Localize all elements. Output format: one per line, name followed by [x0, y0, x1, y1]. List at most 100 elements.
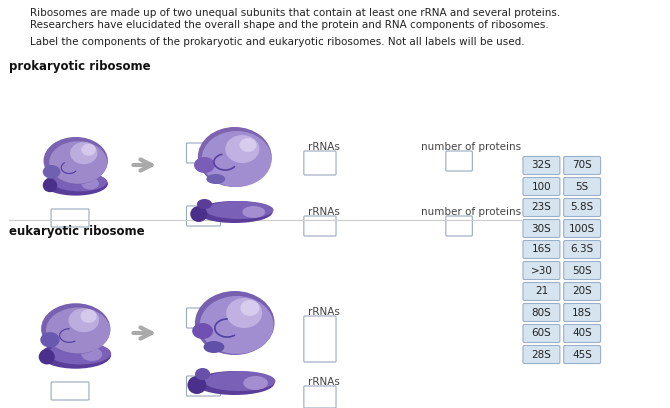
FancyBboxPatch shape: [563, 304, 600, 322]
Text: 40S: 40S: [572, 328, 592, 339]
Ellipse shape: [239, 138, 257, 152]
Ellipse shape: [195, 371, 275, 395]
FancyBboxPatch shape: [523, 157, 560, 175]
Ellipse shape: [226, 298, 262, 328]
Ellipse shape: [241, 300, 259, 316]
Ellipse shape: [225, 135, 259, 163]
Ellipse shape: [80, 309, 96, 323]
FancyBboxPatch shape: [563, 282, 600, 301]
FancyBboxPatch shape: [563, 262, 600, 279]
FancyBboxPatch shape: [523, 177, 560, 195]
FancyBboxPatch shape: [523, 262, 560, 279]
Ellipse shape: [70, 142, 97, 164]
Text: 32S: 32S: [531, 160, 551, 171]
FancyBboxPatch shape: [523, 240, 560, 259]
Ellipse shape: [52, 173, 107, 191]
Text: 45S: 45S: [572, 350, 592, 359]
FancyBboxPatch shape: [563, 220, 600, 237]
Text: rRNAs: rRNAs: [308, 377, 340, 387]
FancyBboxPatch shape: [563, 199, 600, 217]
Text: 50S: 50S: [572, 266, 592, 275]
Ellipse shape: [243, 206, 265, 218]
Text: 5S: 5S: [576, 182, 589, 191]
Text: rRNAs: rRNAs: [308, 207, 340, 217]
Text: Label the components of the prokaryotic and eukaryotic ribosomes. Not all labels: Label the components of the prokaryotic …: [30, 37, 525, 47]
FancyBboxPatch shape: [523, 346, 560, 364]
Ellipse shape: [40, 332, 60, 348]
FancyBboxPatch shape: [304, 216, 336, 236]
Text: 6.3S: 6.3S: [571, 244, 594, 255]
Text: 5.8S: 5.8S: [571, 202, 594, 213]
Ellipse shape: [243, 376, 268, 390]
Ellipse shape: [43, 179, 57, 192]
FancyBboxPatch shape: [304, 386, 336, 408]
Ellipse shape: [43, 165, 60, 179]
FancyBboxPatch shape: [563, 157, 600, 175]
Ellipse shape: [204, 371, 275, 391]
FancyBboxPatch shape: [186, 143, 220, 163]
Ellipse shape: [198, 127, 271, 187]
FancyBboxPatch shape: [523, 199, 560, 217]
FancyBboxPatch shape: [523, 282, 560, 301]
Text: Ribosomes are made up of two unequal subunits that contain at least one rRNA and: Ribosomes are made up of two unequal sub…: [30, 8, 561, 18]
Text: 18S: 18S: [572, 308, 592, 317]
Ellipse shape: [39, 349, 55, 364]
FancyBboxPatch shape: [186, 308, 220, 328]
Ellipse shape: [81, 178, 99, 190]
FancyBboxPatch shape: [563, 346, 600, 364]
FancyBboxPatch shape: [304, 151, 336, 175]
Ellipse shape: [204, 341, 224, 353]
Ellipse shape: [195, 368, 210, 380]
FancyBboxPatch shape: [51, 209, 89, 227]
Text: 20S: 20S: [572, 286, 592, 297]
FancyBboxPatch shape: [51, 382, 89, 400]
Ellipse shape: [202, 131, 271, 187]
Ellipse shape: [197, 199, 212, 209]
FancyBboxPatch shape: [304, 316, 336, 362]
Text: 100S: 100S: [569, 224, 595, 233]
Text: prokaryotic ribosome: prokaryotic ribosome: [9, 60, 151, 73]
Text: >30: >30: [531, 266, 552, 275]
Text: 100: 100: [531, 182, 551, 191]
FancyBboxPatch shape: [563, 240, 600, 259]
Ellipse shape: [190, 206, 207, 222]
Ellipse shape: [206, 174, 225, 184]
Text: 80S: 80S: [531, 308, 551, 317]
FancyBboxPatch shape: [446, 151, 472, 171]
Text: number of proteins: number of proteins: [421, 207, 521, 217]
Text: 30S: 30S: [531, 224, 551, 233]
Ellipse shape: [206, 201, 273, 219]
Text: 28S: 28S: [531, 350, 551, 359]
FancyBboxPatch shape: [523, 220, 560, 237]
Ellipse shape: [197, 201, 273, 223]
Text: 16S: 16S: [531, 244, 551, 255]
Ellipse shape: [68, 308, 99, 332]
Ellipse shape: [192, 323, 213, 339]
Ellipse shape: [48, 342, 111, 364]
Ellipse shape: [44, 172, 108, 195]
FancyBboxPatch shape: [186, 206, 220, 226]
Ellipse shape: [81, 144, 96, 155]
FancyBboxPatch shape: [446, 216, 472, 236]
Ellipse shape: [41, 303, 111, 354]
Text: 23S: 23S: [531, 202, 551, 213]
Ellipse shape: [200, 296, 273, 354]
Text: 60S: 60S: [531, 328, 551, 339]
Ellipse shape: [49, 141, 107, 184]
FancyBboxPatch shape: [563, 177, 600, 195]
Ellipse shape: [188, 376, 206, 394]
Ellipse shape: [81, 348, 103, 361]
FancyBboxPatch shape: [523, 324, 560, 342]
Ellipse shape: [195, 291, 275, 355]
Text: eukaryotic ribosome: eukaryotic ribosome: [9, 225, 145, 238]
Text: 70S: 70S: [572, 160, 592, 171]
Text: 21: 21: [535, 286, 548, 297]
Ellipse shape: [44, 137, 108, 184]
FancyBboxPatch shape: [186, 376, 220, 396]
Text: number of proteins: number of proteins: [421, 142, 521, 152]
Text: rRNAs: rRNAs: [308, 142, 340, 152]
Ellipse shape: [46, 308, 111, 353]
FancyBboxPatch shape: [563, 324, 600, 342]
Text: rRNAs: rRNAs: [308, 307, 340, 317]
FancyBboxPatch shape: [523, 304, 560, 322]
